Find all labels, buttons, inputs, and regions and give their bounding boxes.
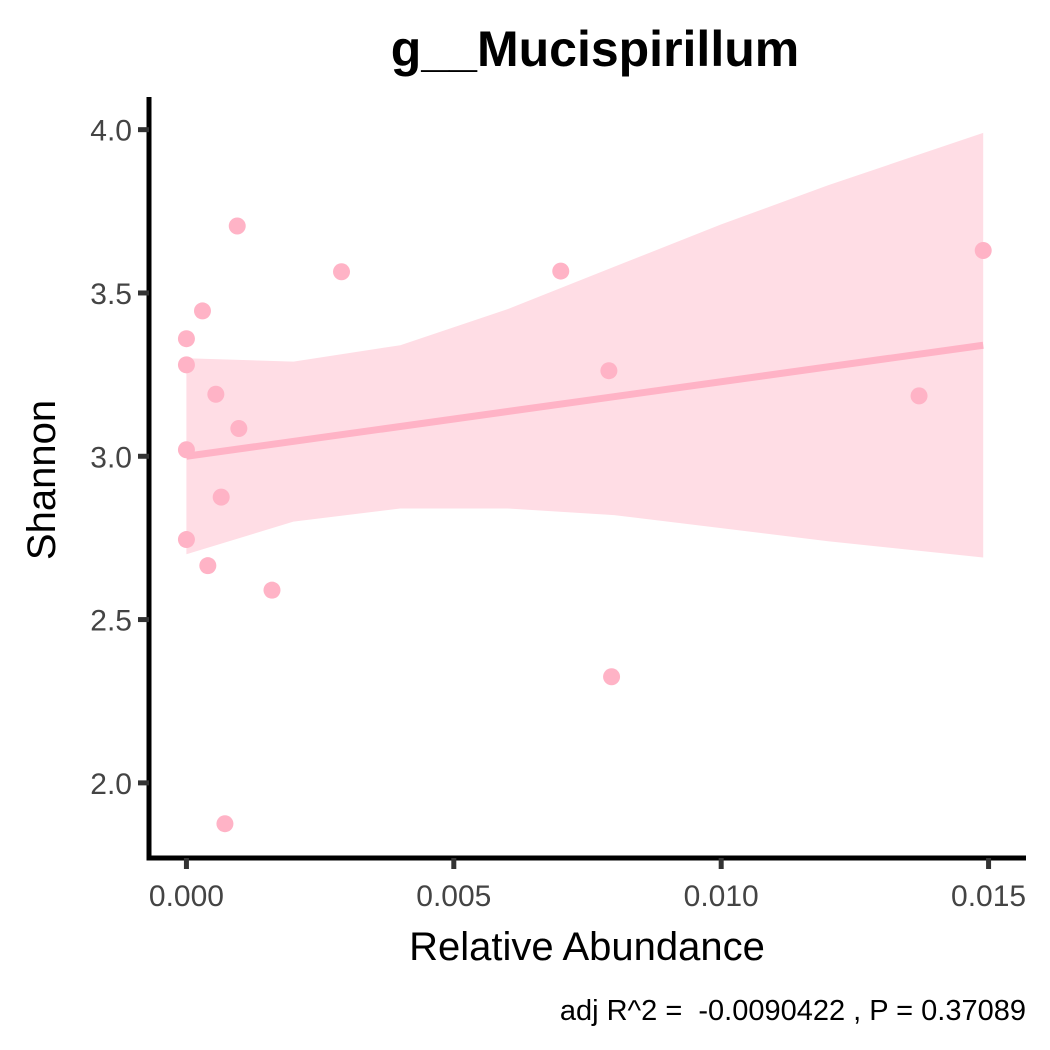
x-tick-label: 0.015 bbox=[951, 880, 1026, 913]
data-point bbox=[600, 362, 618, 380]
regression-line bbox=[185, 341, 984, 460]
data-point bbox=[177, 330, 195, 348]
y-tick-label: 3.0 bbox=[90, 441, 132, 474]
data-point bbox=[216, 815, 234, 833]
data-point bbox=[333, 263, 351, 281]
data-point bbox=[177, 356, 195, 374]
x-axis-title: Relative Abundance bbox=[409, 925, 765, 969]
x-tick-label: 0.000 bbox=[149, 880, 224, 913]
data-point bbox=[199, 557, 217, 575]
data-point bbox=[177, 441, 195, 459]
y-tick-label: 2.0 bbox=[90, 768, 132, 801]
data-point bbox=[974, 242, 992, 260]
data-point bbox=[230, 420, 248, 438]
axis-ticks: 0.000 0.005 0.010 0.015 2.0 2.5 3.0 3.5 4.0 bbox=[90, 115, 1026, 913]
y-tick-label: 2.5 bbox=[90, 605, 132, 638]
y-axis-title: Shannon bbox=[20, 400, 64, 560]
data-point bbox=[228, 217, 246, 235]
data-point bbox=[207, 385, 225, 403]
plot-area bbox=[177, 132, 992, 833]
x-tick-label: 0.010 bbox=[684, 880, 759, 913]
data-point bbox=[263, 581, 281, 599]
x-tick-label: 0.005 bbox=[416, 880, 491, 913]
data-point bbox=[910, 387, 928, 405]
y-tick-label: 3.5 bbox=[90, 278, 132, 311]
fit-caption: adj R^2 = -0.0090422 , P = 0.37089 bbox=[560, 995, 1026, 1027]
data-point bbox=[603, 668, 621, 686]
data-point bbox=[212, 488, 230, 506]
data-point bbox=[552, 262, 570, 280]
y-tick-label: 4.0 bbox=[90, 115, 132, 148]
confidence-ribbon bbox=[186, 132, 984, 558]
data-point bbox=[193, 302, 211, 320]
data-point bbox=[177, 531, 195, 549]
chart-title: g__Mucispirillum bbox=[391, 21, 799, 77]
